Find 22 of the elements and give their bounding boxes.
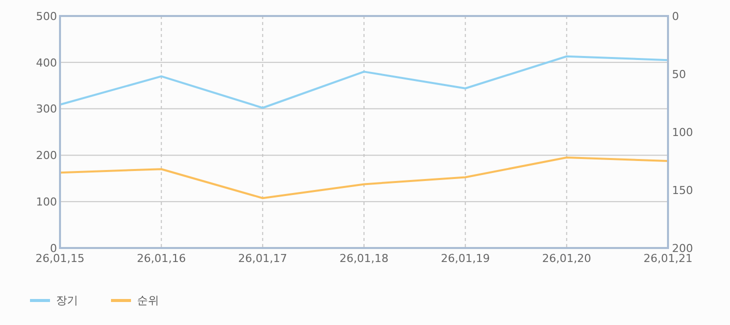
y-tick-label: 0: [50, 242, 57, 255]
y2-tick-label: 200: [672, 242, 693, 255]
x-tick-label: 26,01,16: [136, 252, 186, 265]
x-tick-label: 26,01,19: [440, 252, 490, 265]
y-tick-label: 100: [36, 195, 57, 208]
x-tick-label: 26,01,21: [644, 252, 692, 265]
legend-label: 장기: [56, 294, 78, 307]
y-tick-label: 200: [36, 149, 57, 162]
x-tick-label: 26,01,18: [340, 252, 388, 265]
y-tick-label: 300: [36, 102, 57, 116]
x-tick-label: 26,01,20: [542, 252, 592, 265]
line-series: [59, 55, 669, 109]
y2-tick-label: 0: [672, 10, 679, 23]
y-tick-label: 400: [36, 56, 57, 70]
legend-label: 순위: [137, 294, 159, 307]
y2-tick-label: 50: [672, 68, 686, 81]
x-tick-label: 26,01,17: [238, 252, 288, 265]
y2-tick-label: 150: [672, 184, 693, 197]
line-series: [59, 156, 669, 200]
y-tick-label: 500: [36, 10, 57, 23]
x-tick-label: 26,01,15: [36, 252, 84, 265]
y2-tick-label: 100: [672, 126, 693, 139]
